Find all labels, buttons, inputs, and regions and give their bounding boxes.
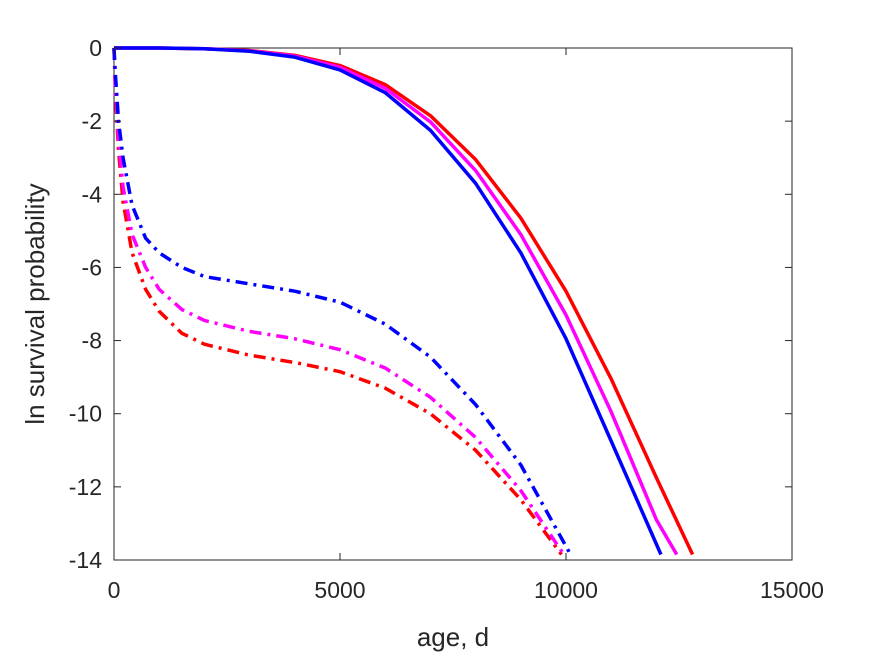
series-line-3-solid [114,46,663,556]
y-tick-label: -14 [69,547,102,573]
y-tick-label: -12 [69,474,102,500]
y-tick-label: 0 [89,35,102,61]
y-tick-label: -6 [82,254,102,280]
x-tick-label: 5000 [314,577,365,603]
series-line-5-dashdot [112,47,566,556]
x-tick-label: 15000 [760,577,824,603]
y-tick-label: -2 [82,108,102,134]
x-tick-label: 10000 [534,577,598,603]
plot-area [113,47,793,561]
series-line-6-dashdot [112,47,573,556]
y-axis-label: ln survival probability [20,183,50,424]
y-tick-label: -8 [82,328,102,354]
series-layer [112,46,695,556]
x-axis-label: age, d [417,622,489,652]
x-tick-label: 0 [108,577,121,603]
y-tick-label: -10 [69,401,102,427]
y-tick-label: -4 [82,181,103,207]
tick-layer: 0 5000 10000 15000 0 -2 -4 -6 -8 -10 -12 -14 [69,35,824,603]
plot-frame [113,47,793,561]
